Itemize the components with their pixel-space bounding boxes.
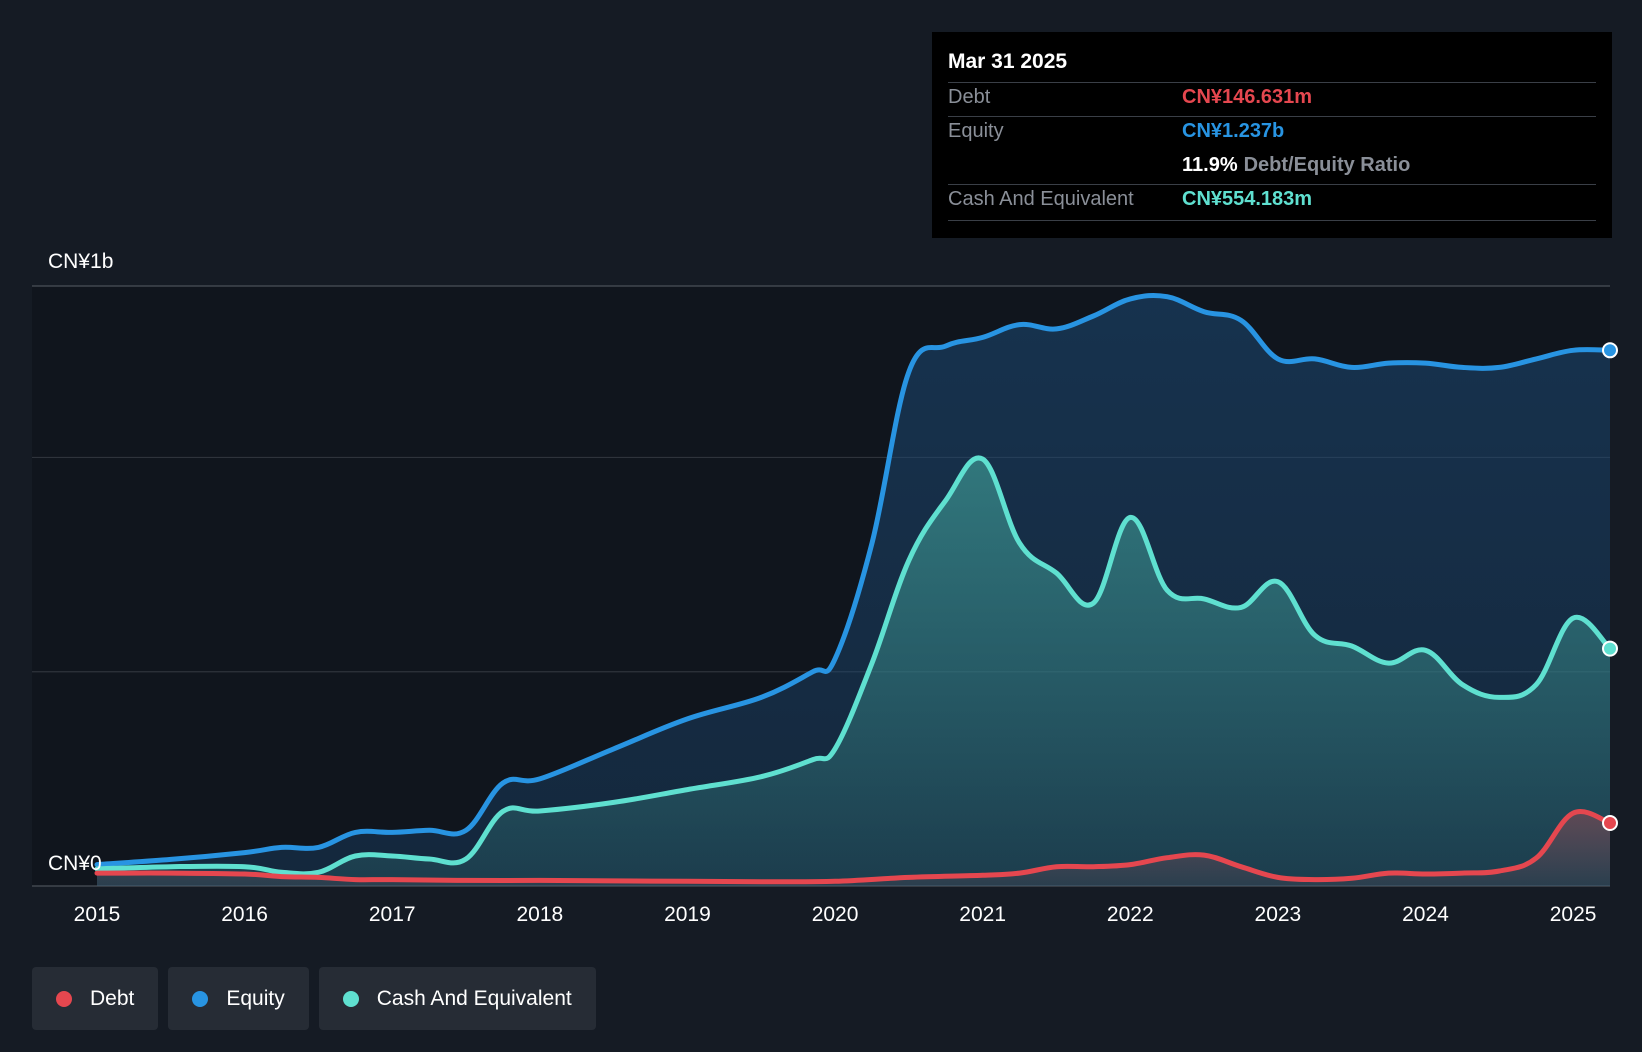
area-debt bbox=[97, 811, 1610, 886]
tooltip-divider bbox=[948, 220, 1596, 221]
tooltip-divider bbox=[948, 184, 1596, 185]
legend-dot-equity bbox=[192, 990, 209, 1007]
line-debt bbox=[94, 809, 1613, 885]
tooltip-divider bbox=[948, 82, 1596, 83]
tooltip-divider bbox=[948, 116, 1596, 117]
axis-layer: 2015 2016 2017 2018 2019 2020 2021 2022 2023 2024… bbox=[48, 250, 1596, 926]
legend-dot-cash bbox=[342, 990, 359, 1007]
data-tooltip: Mar 31 2025 Debt CN¥146.631m Equity CN¥1… bbox=[932, 32, 1612, 238]
marker-layer bbox=[1602, 342, 1618, 831]
legend-item-cash[interactable]: Cash And Equivalent bbox=[318, 967, 596, 1030]
x-tick-label: 2016 bbox=[221, 903, 268, 926]
line-equity bbox=[94, 292, 1613, 868]
legend-item-equity[interactable]: Equity bbox=[168, 967, 309, 1030]
end-marker-debt bbox=[1602, 815, 1618, 831]
line-cash-and-equivalent bbox=[94, 455, 1613, 877]
x-tick-label: 2018 bbox=[516, 903, 563, 926]
x-tick-label: 2023 bbox=[1255, 903, 1302, 926]
x-tick-label: 2020 bbox=[812, 903, 859, 926]
tooltip-ratio-label: Debt/Equity Ratio bbox=[1243, 154, 1411, 176]
legend-label-cash: Cash And Equivalent bbox=[376, 986, 572, 1010]
tooltip-ratio: 11.9% Debt/Equity Ratio bbox=[1182, 154, 1410, 177]
legend-label-debt: Debt bbox=[90, 986, 135, 1010]
x-tick-label: 2022 bbox=[1107, 903, 1154, 926]
x-tick-label: 2024 bbox=[1402, 903, 1449, 926]
y-tick-label: CN¥0 bbox=[48, 852, 102, 875]
tooltip-row-ratio: 11.9% Debt/Equity Ratio bbox=[948, 148, 1596, 182]
tooltip-ratio-value: 11.9% bbox=[1182, 154, 1238, 176]
area-layer bbox=[97, 295, 1610, 886]
tooltip-row-cash: Cash And Equivalent CN¥554.183m bbox=[948, 182, 1596, 216]
tooltip-cash-value: CN¥554.183m bbox=[1182, 188, 1313, 210]
tooltip-date: Mar 31 2025 bbox=[948, 50, 1068, 73]
x-tick-label: 2025 bbox=[1550, 903, 1597, 926]
chart-legend: Debt Equity Cash And Equivalent bbox=[32, 967, 596, 1030]
y-tick-label: CN¥1b bbox=[48, 250, 113, 273]
end-marker-cash-and-equivalent bbox=[1602, 640, 1618, 657]
x-tick-label: 2015 bbox=[74, 903, 121, 926]
tooltip-row-debt: Debt CN¥146.631m bbox=[948, 80, 1596, 114]
tooltip-equity-label: Equity bbox=[948, 120, 1004, 142]
tooltip-equity-value: CN¥1.237b bbox=[1182, 120, 1285, 142]
tooltip-debt-value: CN¥146.631m bbox=[1182, 86, 1313, 108]
tooltip-debt-label: Debt bbox=[948, 86, 991, 108]
x-tick-label: 2021 bbox=[959, 903, 1006, 926]
tooltip-row-equity: Equity CN¥1.237b bbox=[948, 114, 1596, 148]
legend-dot-debt bbox=[56, 990, 72, 1007]
legend-item-debt[interactable]: Debt bbox=[32, 967, 159, 1030]
legend-label-equity: Equity bbox=[226, 986, 285, 1010]
end-marker-equity bbox=[1602, 342, 1618, 359]
x-tick-label: 2019 bbox=[664, 903, 711, 926]
area-cash-and-equivalent bbox=[97, 457, 1610, 886]
x-tick-label: 2017 bbox=[369, 903, 416, 926]
line-layer bbox=[94, 292, 1613, 885]
tooltip-cash-label: Cash And Equivalent bbox=[948, 188, 1134, 210]
